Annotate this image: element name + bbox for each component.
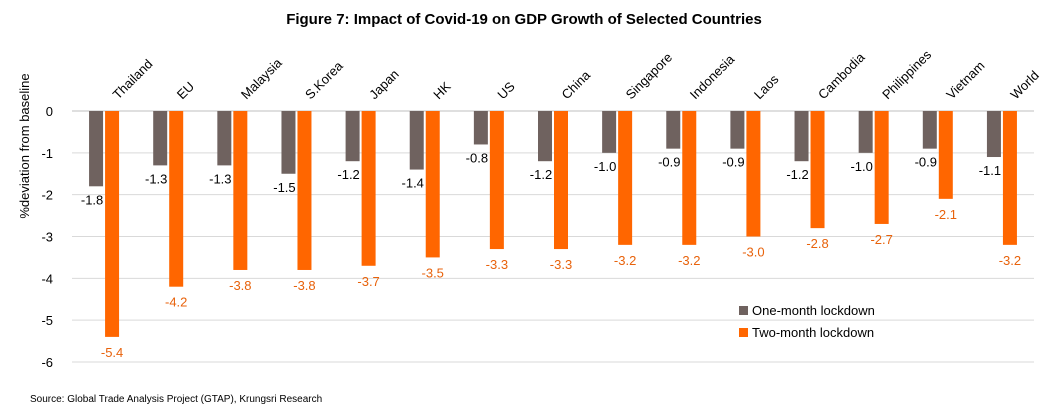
data-label-one-month: -1.4 bbox=[402, 176, 424, 191]
y-tick-label: -2 bbox=[41, 188, 53, 203]
source-note: Source: Global Trade Analysis Project (G… bbox=[30, 394, 322, 405]
bar-two-month bbox=[297, 111, 312, 270]
data-label-one-month: -1.3 bbox=[209, 171, 231, 186]
data-label-one-month: -1.1 bbox=[979, 163, 1001, 178]
bar-two-month bbox=[169, 111, 184, 287]
bar-two-month bbox=[425, 111, 440, 258]
bar-two-month bbox=[1002, 111, 1017, 245]
data-label-two-month: -3.3 bbox=[550, 257, 572, 272]
bars bbox=[89, 111, 1017, 337]
bar-one-month bbox=[345, 111, 360, 162]
data-label-one-month: -0.9 bbox=[722, 155, 744, 170]
bar-one-month bbox=[153, 111, 168, 166]
category-label: Japan bbox=[366, 66, 402, 102]
data-label-one-month: -1.8 bbox=[81, 192, 103, 207]
data-label-two-month: -3.8 bbox=[229, 278, 251, 293]
data-label-one-month: -0.8 bbox=[466, 150, 488, 165]
data-label-two-month: -3.7 bbox=[357, 274, 379, 289]
category-label: China bbox=[559, 67, 594, 102]
category-label: HK bbox=[430, 79, 454, 103]
data-label-one-month: -1.5 bbox=[273, 180, 295, 195]
bar-two-month bbox=[618, 111, 633, 245]
bar-one-month bbox=[858, 111, 873, 153]
data-label-one-month: -1.0 bbox=[594, 159, 616, 174]
bar-two-month bbox=[810, 111, 825, 229]
data-label-one-month: -1.0 bbox=[850, 159, 872, 174]
category-labels: Thailand EU Malaysia S.Korea Japan HK US China S… bbox=[110, 47, 1042, 102]
bar-two-month bbox=[746, 111, 761, 237]
data-label-two-month: -3.2 bbox=[999, 253, 1021, 268]
category-label: EU bbox=[174, 79, 197, 102]
category-label: US bbox=[494, 79, 518, 103]
legend-label-one-month: One-month lockdown bbox=[752, 303, 875, 318]
bar-two-month bbox=[361, 111, 376, 266]
y-tick-label: -4 bbox=[41, 271, 53, 286]
category-label: Indonesia bbox=[687, 51, 738, 102]
legend: One-month lockdown Two-month lockdown bbox=[739, 303, 875, 340]
bar-one-month bbox=[89, 111, 104, 187]
y-axis-ticks: 0 -1 -2 -3 -4 -5 -6 bbox=[41, 104, 53, 370]
bar-two-month bbox=[682, 111, 697, 245]
legend-swatch-two-month bbox=[739, 328, 748, 337]
y-tick-label: -1 bbox=[41, 146, 53, 161]
bar-two-month bbox=[938, 111, 953, 199]
category-label: Cambodia bbox=[815, 49, 868, 102]
bar-one-month bbox=[730, 111, 745, 149]
category-label: Laos bbox=[751, 71, 782, 102]
bar-two-month bbox=[554, 111, 568, 250]
data-label-one-month: -1.2 bbox=[786, 167, 808, 182]
data-label-one-month: -0.9 bbox=[658, 155, 680, 170]
y-tick-label: -5 bbox=[41, 313, 53, 328]
y-tick-label: 0 bbox=[46, 104, 53, 119]
bar-one-month bbox=[409, 111, 424, 170]
data-label-one-month: -1.2 bbox=[530, 167, 552, 182]
data-label-two-month: -3.2 bbox=[614, 253, 636, 268]
data-label-two-month: -3.3 bbox=[486, 257, 508, 272]
category-label: World bbox=[1007, 68, 1041, 102]
bar-one-month bbox=[538, 111, 552, 162]
y-axis-label: %deviation from baseline bbox=[17, 73, 32, 218]
data-label-one-month: -1.3 bbox=[145, 171, 167, 186]
category-label: Philippines bbox=[879, 47, 934, 102]
data-label-one-month: -0.9 bbox=[915, 155, 937, 170]
category-label: Thailand bbox=[110, 56, 156, 102]
bar-one-month bbox=[602, 111, 617, 153]
category-label: S.Korea bbox=[302, 58, 346, 102]
bar-two-month bbox=[874, 111, 889, 224]
data-labels: -1.8 -5.4 -1.3 -4.2 -1.3 -3.8 -1.5 -3.8 -1.2 -3.7… bbox=[81, 150, 1021, 359]
y-tick-label: -3 bbox=[41, 230, 53, 245]
data-label-two-month: -2.8 bbox=[806, 236, 828, 251]
data-label-two-month: -2.1 bbox=[935, 207, 957, 222]
bar-one-month bbox=[473, 111, 488, 145]
data-label-two-month: -2.7 bbox=[870, 232, 892, 247]
data-label-two-month: -3.2 bbox=[678, 253, 700, 268]
bar-one-month bbox=[922, 111, 937, 149]
bar-one-month bbox=[794, 111, 809, 162]
bar-two-month bbox=[233, 111, 248, 270]
data-label-two-month: -3.0 bbox=[742, 245, 764, 260]
bar-one-month bbox=[666, 111, 681, 149]
chart-title: Figure 7: Impact of Covid-19 on GDP Grow… bbox=[286, 11, 762, 28]
data-label-two-month: -3.8 bbox=[293, 278, 315, 293]
legend-swatch-one-month bbox=[739, 306, 748, 315]
gridlines bbox=[72, 110, 1034, 363]
category-label: Vietnam bbox=[943, 58, 987, 102]
bar-two-month bbox=[105, 111, 120, 337]
data-label-two-month: -4.2 bbox=[165, 295, 187, 310]
bar-two-month bbox=[489, 111, 504, 250]
y-tick-label: -6 bbox=[41, 355, 53, 370]
data-label-one-month: -1.2 bbox=[337, 167, 359, 182]
legend-label-two-month: Two-month lockdown bbox=[752, 325, 874, 340]
data-label-two-month: -5.4 bbox=[101, 345, 123, 360]
data-label-two-month: -3.5 bbox=[422, 265, 444, 280]
bar-one-month bbox=[217, 111, 232, 166]
category-label: Malaysia bbox=[238, 55, 285, 102]
bar-one-month bbox=[986, 111, 1001, 158]
category-label: Singapore bbox=[623, 50, 676, 103]
bar-one-month bbox=[281, 111, 296, 174]
